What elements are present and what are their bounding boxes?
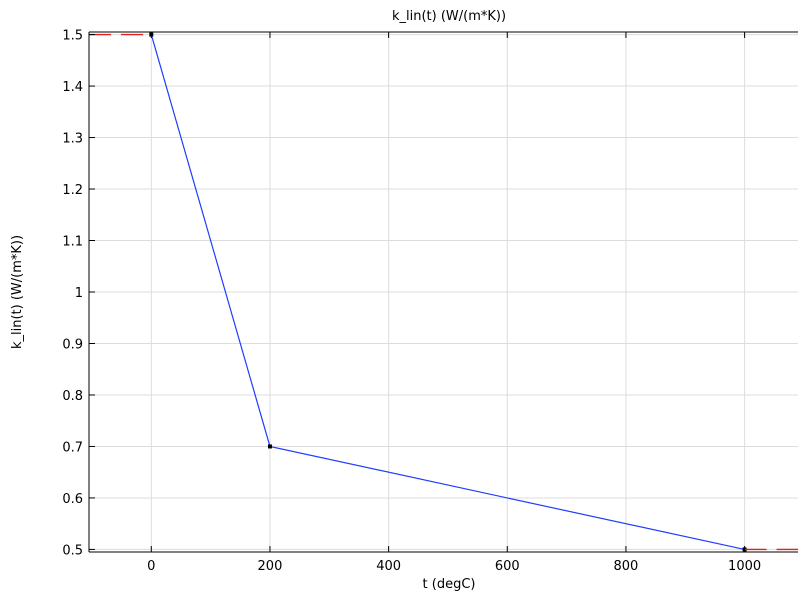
x-axis-label: t (degC)	[423, 577, 476, 592]
y-tick-label: 1.5	[62, 29, 83, 44]
y-tick-label: 1.1	[62, 235, 83, 250]
y-tick-label: 1	[75, 286, 83, 301]
x-tick-label: 200	[258, 559, 283, 574]
y-tick-label: 0.5	[62, 543, 83, 558]
y-tick-label: 1.2	[62, 183, 83, 198]
chart-title: k_lin(t) (W/(m*K))	[392, 9, 506, 24]
axes	[88, 31, 798, 553]
data-point-marker	[267, 444, 272, 449]
x-tick-label: 1000	[728, 559, 761, 574]
x-tick-label: 800	[614, 559, 639, 574]
y-tick-label: 0.9	[62, 337, 83, 352]
y-tick-label: 0.7	[62, 440, 83, 455]
y-tick-label: 0.6	[62, 492, 83, 507]
x-tick-label: 600	[495, 559, 520, 574]
x-tick-label: 400	[376, 559, 401, 574]
y-tick-label: 1.4	[62, 80, 83, 95]
y-tick-label: 0.8	[62, 389, 83, 404]
grid-lines	[89, 32, 798, 552]
y-axis-label: k_lin(t) (W/(m*K))	[10, 235, 25, 349]
x-tick-label: 0	[147, 559, 155, 574]
y-tick-label: 1.3	[62, 132, 83, 147]
tick-labels: 0 200 400 600 800 1000 0.5 0.6 0.7 0.8 0.9 1 1.1 1.2 1…	[62, 29, 761, 574]
